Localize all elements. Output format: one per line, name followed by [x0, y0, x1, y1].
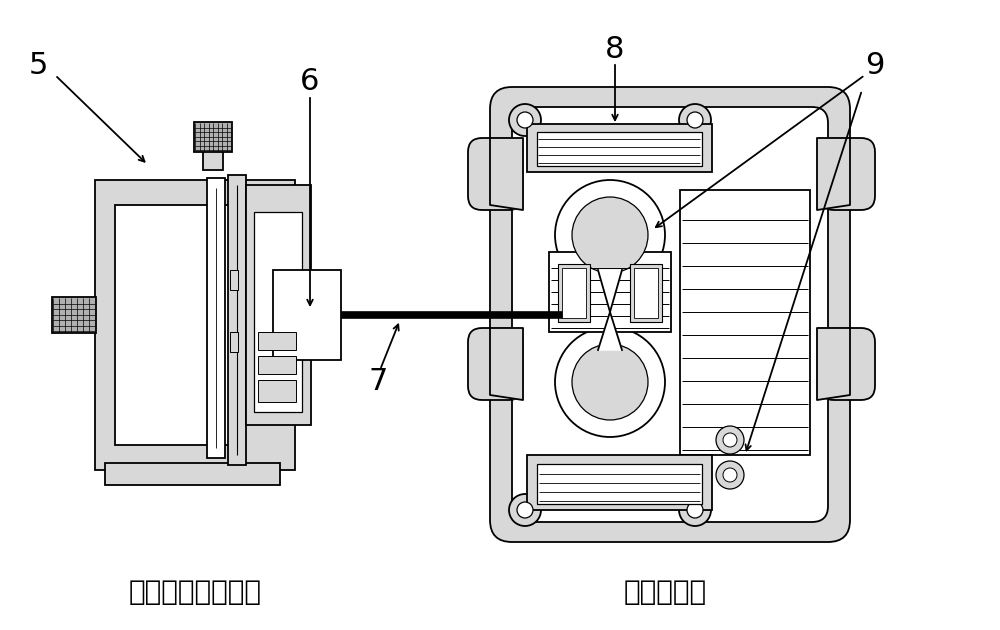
Polygon shape: [598, 312, 622, 350]
Bar: [105, 463, 280, 485]
Circle shape: [572, 197, 648, 273]
Bar: [230, 270, 238, 290]
Text: 7: 7: [368, 367, 388, 396]
Text: 8: 8: [605, 35, 625, 64]
Bar: [537, 464, 702, 504]
Bar: [228, 175, 246, 465]
Bar: [230, 332, 238, 352]
FancyBboxPatch shape: [820, 138, 875, 210]
Bar: [52, 297, 96, 333]
Bar: [634, 268, 658, 318]
Text: 光纤夹持调整装置: 光纤夹持调整装置: [128, 578, 262, 606]
Circle shape: [723, 468, 737, 482]
Bar: [680, 190, 810, 455]
Bar: [527, 455, 712, 510]
Polygon shape: [490, 138, 523, 210]
Circle shape: [555, 327, 665, 437]
Polygon shape: [490, 328, 523, 400]
Bar: [258, 356, 296, 374]
Bar: [537, 132, 702, 166]
Bar: [258, 332, 296, 350]
Circle shape: [687, 502, 703, 518]
Polygon shape: [598, 270, 622, 312]
Circle shape: [716, 426, 744, 454]
Text: 9: 9: [865, 50, 885, 79]
FancyBboxPatch shape: [468, 138, 523, 210]
Circle shape: [572, 344, 648, 420]
Bar: [246, 185, 311, 425]
Bar: [558, 264, 590, 322]
Polygon shape: [817, 328, 850, 400]
Bar: [549, 252, 671, 332]
Text: 5: 5: [28, 50, 48, 79]
Bar: [115, 205, 235, 445]
FancyBboxPatch shape: [468, 328, 523, 400]
Text: 6: 6: [300, 67, 320, 96]
Circle shape: [723, 433, 737, 447]
Bar: [273, 270, 341, 360]
Circle shape: [687, 112, 703, 128]
Text: 光纤熔接机: 光纤熔接机: [623, 578, 707, 606]
Circle shape: [679, 104, 711, 136]
Circle shape: [509, 104, 541, 136]
Bar: [95, 180, 295, 470]
Bar: [203, 138, 223, 170]
FancyBboxPatch shape: [490, 87, 850, 542]
FancyBboxPatch shape: [820, 328, 875, 400]
Circle shape: [555, 180, 665, 290]
Circle shape: [679, 494, 711, 526]
Bar: [527, 124, 712, 172]
Circle shape: [517, 502, 533, 518]
Circle shape: [509, 494, 541, 526]
Bar: [254, 212, 302, 412]
FancyBboxPatch shape: [512, 107, 828, 522]
Bar: [630, 264, 662, 322]
Bar: [194, 122, 232, 152]
Polygon shape: [817, 138, 850, 210]
Bar: [562, 268, 586, 318]
Bar: [207, 178, 225, 458]
Circle shape: [517, 112, 533, 128]
Bar: [258, 380, 296, 402]
Circle shape: [716, 461, 744, 489]
